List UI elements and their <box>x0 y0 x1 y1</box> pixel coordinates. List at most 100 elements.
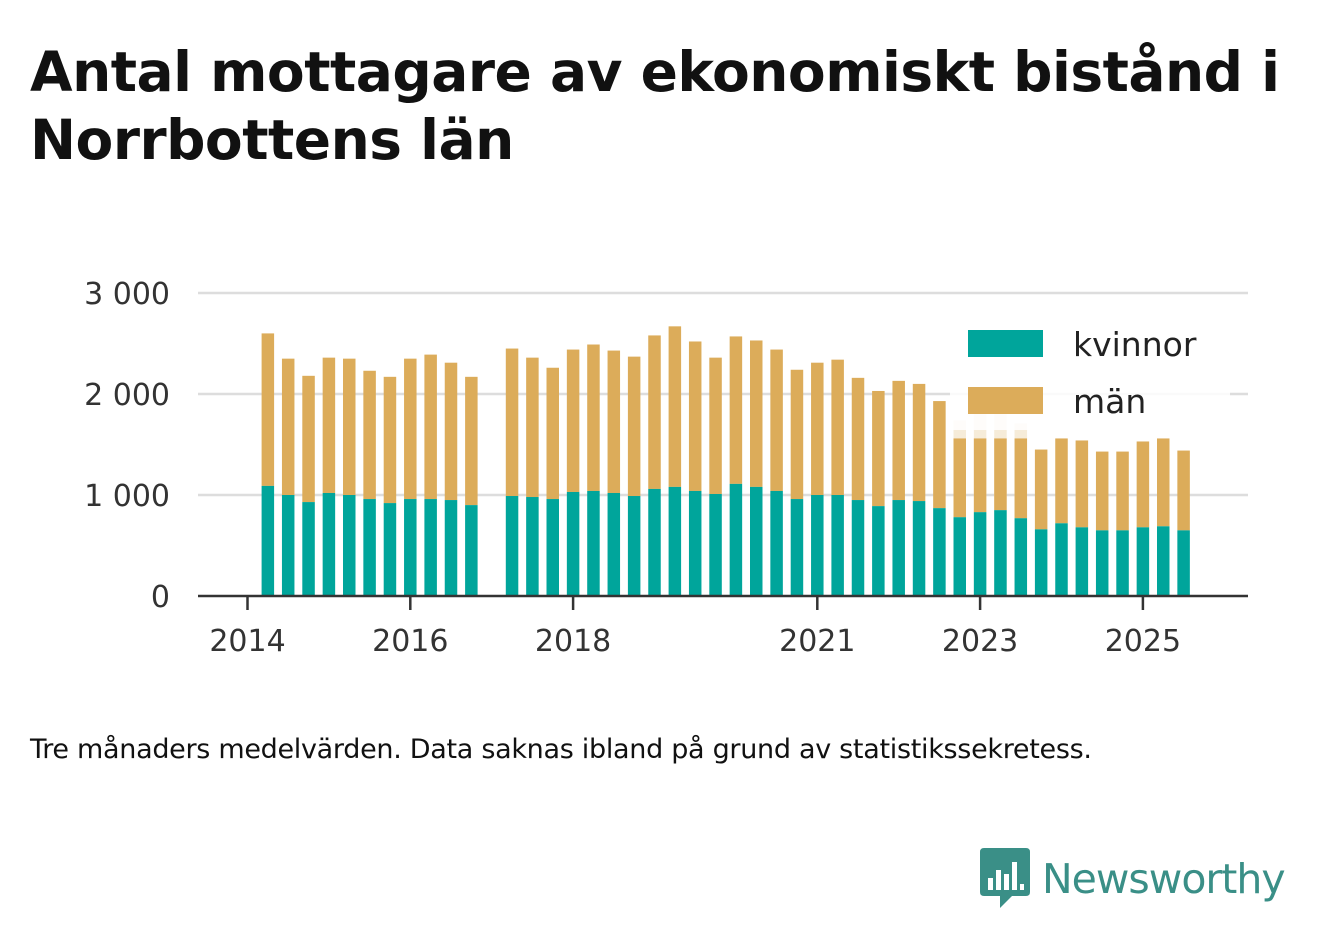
bar-man <box>444 362 458 501</box>
bar-kvinnor <box>790 499 804 596</box>
bar-man <box>587 344 600 491</box>
legend: kvinnor män <box>950 318 1230 430</box>
bar-man <box>994 438 1007 511</box>
bar-kvinnor <box>648 488 661 596</box>
bar-kvinnor <box>729 483 743 596</box>
bar-man <box>912 383 926 502</box>
bar-man <box>933 401 946 509</box>
bar-man <box>1014 438 1028 519</box>
bar-man <box>526 357 539 498</box>
y-tick-label: 2 000 <box>84 378 170 413</box>
legend-label: kvinnor <box>1073 325 1197 364</box>
bar-man <box>872 390 885 507</box>
bar-man <box>404 358 417 500</box>
bar-kvinnor <box>953 517 966 596</box>
bar-man <box>363 370 376 500</box>
bar-kvinnor <box>607 492 621 596</box>
bar-kvinnor <box>444 500 458 596</box>
bar-man <box>648 335 661 489</box>
bar-kvinnor <box>302 502 315 596</box>
bar-man <box>566 349 580 492</box>
bar-man <box>750 340 763 487</box>
y-tick-label: 1 000 <box>84 479 170 514</box>
bar-kvinnor <box>465 505 478 596</box>
legend-swatch <box>968 330 1043 357</box>
bar-man <box>281 358 295 495</box>
bar-man <box>688 341 702 491</box>
bar-kvinnor <box>566 491 580 596</box>
bar-man <box>383 376 397 504</box>
bar-man <box>1136 441 1150 528</box>
bar-man <box>1116 451 1129 531</box>
bar-kvinnor <box>851 500 865 596</box>
bar-kvinnor <box>750 486 763 596</box>
bar-kvinnor <box>1055 523 1068 596</box>
bar-kvinnor <box>1177 530 1190 596</box>
bar-kvinnor <box>973 512 987 596</box>
bar-man <box>1034 449 1048 530</box>
newsworthy-logo: Newsworthy <box>980 848 1286 910</box>
bar-kvinnor <box>831 495 844 596</box>
bar-man <box>505 348 519 497</box>
bar-man <box>892 380 905 501</box>
bar-kvinnor <box>587 490 600 596</box>
bar-kvinnor <box>872 506 885 596</box>
bar-man <box>973 438 987 513</box>
bar-kvinnor <box>261 485 275 596</box>
bar-man <box>546 367 559 500</box>
y-tick-label: 0 <box>151 580 170 615</box>
bar-man <box>831 359 844 495</box>
bar-kvinnor <box>811 495 824 596</box>
bar-man <box>729 336 743 484</box>
bar-kvinnor <box>709 493 722 596</box>
bar-man <box>790 369 804 500</box>
bar-kvinnor <box>1157 526 1170 596</box>
bar-man <box>302 375 315 503</box>
bar-man <box>668 326 682 487</box>
bar-kvinnor <box>770 490 783 596</box>
bar-kvinnor <box>688 490 702 596</box>
bar-man <box>1157 438 1170 527</box>
bar-kvinnor <box>424 499 437 596</box>
bar-man <box>953 438 966 518</box>
bar-kvinnor <box>383 503 397 596</box>
bar-kvinnor <box>1014 518 1028 596</box>
bar-kvinnor <box>526 497 539 596</box>
bar-man <box>770 349 783 491</box>
x-tick-label: 2021 <box>779 624 855 659</box>
brand-name: Newsworthy <box>1042 855 1286 903</box>
bar-kvinnor <box>1095 530 1109 596</box>
bar-man <box>465 376 478 506</box>
bar-kvinnor <box>1075 527 1089 596</box>
bar-kvinnor <box>281 495 295 596</box>
x-tick-label: 2018 <box>535 624 611 659</box>
x-tick-label: 2023 <box>942 624 1018 659</box>
x-tick-label: 2014 <box>209 624 285 659</box>
bar-man <box>1177 450 1190 531</box>
bar-kvinnor <box>1034 529 1048 596</box>
legend-label: män <box>1073 382 1146 421</box>
bar-man <box>627 356 641 497</box>
bar-man <box>343 358 356 495</box>
bar-man <box>1075 440 1089 528</box>
bar-kvinnor <box>505 496 519 596</box>
bar-man <box>322 357 336 493</box>
x-tick-label: 2016 <box>372 624 448 659</box>
legend-swatch <box>968 387 1043 414</box>
bar-man <box>1055 438 1068 524</box>
axes: 0 1 000 2 000 3 000 2014 2016 2018 2021 2023 2025 <box>84 277 1248 659</box>
bar-kvinnor <box>933 508 946 596</box>
x-tick-label: 2025 <box>1105 624 1181 659</box>
bar-man <box>851 377 865 501</box>
bar-kvinnor <box>627 496 641 596</box>
bar-kvinnor <box>363 499 376 596</box>
bar-man <box>709 357 722 494</box>
newsworthy-icon <box>980 848 1030 908</box>
bar-kvinnor <box>994 510 1007 596</box>
bar-kvinnor <box>912 501 926 596</box>
bar-man <box>261 333 275 486</box>
chart-title: Antal mottagare av ekonomiskt bistånd i … <box>30 40 1280 172</box>
bar-kvinnor <box>1136 527 1150 596</box>
bar-kvinnor <box>1116 530 1129 596</box>
bar-kvinnor <box>668 486 682 596</box>
